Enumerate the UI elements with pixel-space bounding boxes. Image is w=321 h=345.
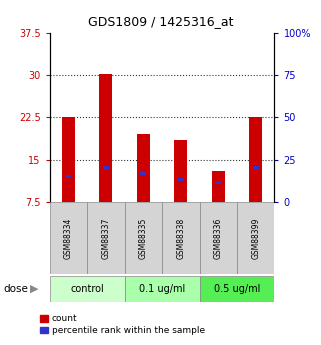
Bar (253, 167, 259, 169)
Bar (62, 117, 75, 202)
Bar (174, 140, 187, 202)
Bar (50, 276, 125, 302)
Text: 0.5 ug/ml: 0.5 ug/ml (214, 284, 260, 294)
Bar (65, 175, 72, 178)
Text: GDS1809 / 1425316_at: GDS1809 / 1425316_at (88, 16, 233, 29)
Bar (162, 202, 200, 274)
Text: control: control (70, 284, 104, 294)
Text: GSM88334: GSM88334 (64, 217, 73, 259)
Bar (237, 202, 274, 274)
Bar (212, 171, 225, 202)
Bar (200, 202, 237, 274)
Text: 0.1 ug/ml: 0.1 ug/ml (139, 284, 185, 294)
Bar (215, 180, 221, 184)
Text: GSM88337: GSM88337 (101, 217, 110, 259)
Bar (137, 134, 150, 202)
Legend: count, percentile rank within the sample: count, percentile rank within the sample (37, 311, 209, 339)
Bar (140, 172, 146, 175)
Bar (178, 178, 184, 181)
Bar (87, 202, 125, 274)
Bar (125, 202, 162, 274)
Bar (249, 117, 262, 202)
Bar (200, 276, 274, 302)
Bar (125, 276, 200, 302)
Text: GSM88338: GSM88338 (176, 217, 185, 259)
Text: GSM88336: GSM88336 (214, 217, 223, 259)
Text: ▶: ▶ (30, 284, 38, 294)
Bar (100, 74, 112, 202)
Text: GSM88335: GSM88335 (139, 217, 148, 259)
Text: dose: dose (3, 284, 28, 294)
Text: GSM88399: GSM88399 (251, 217, 260, 259)
Bar (50, 202, 87, 274)
Bar (103, 167, 109, 169)
